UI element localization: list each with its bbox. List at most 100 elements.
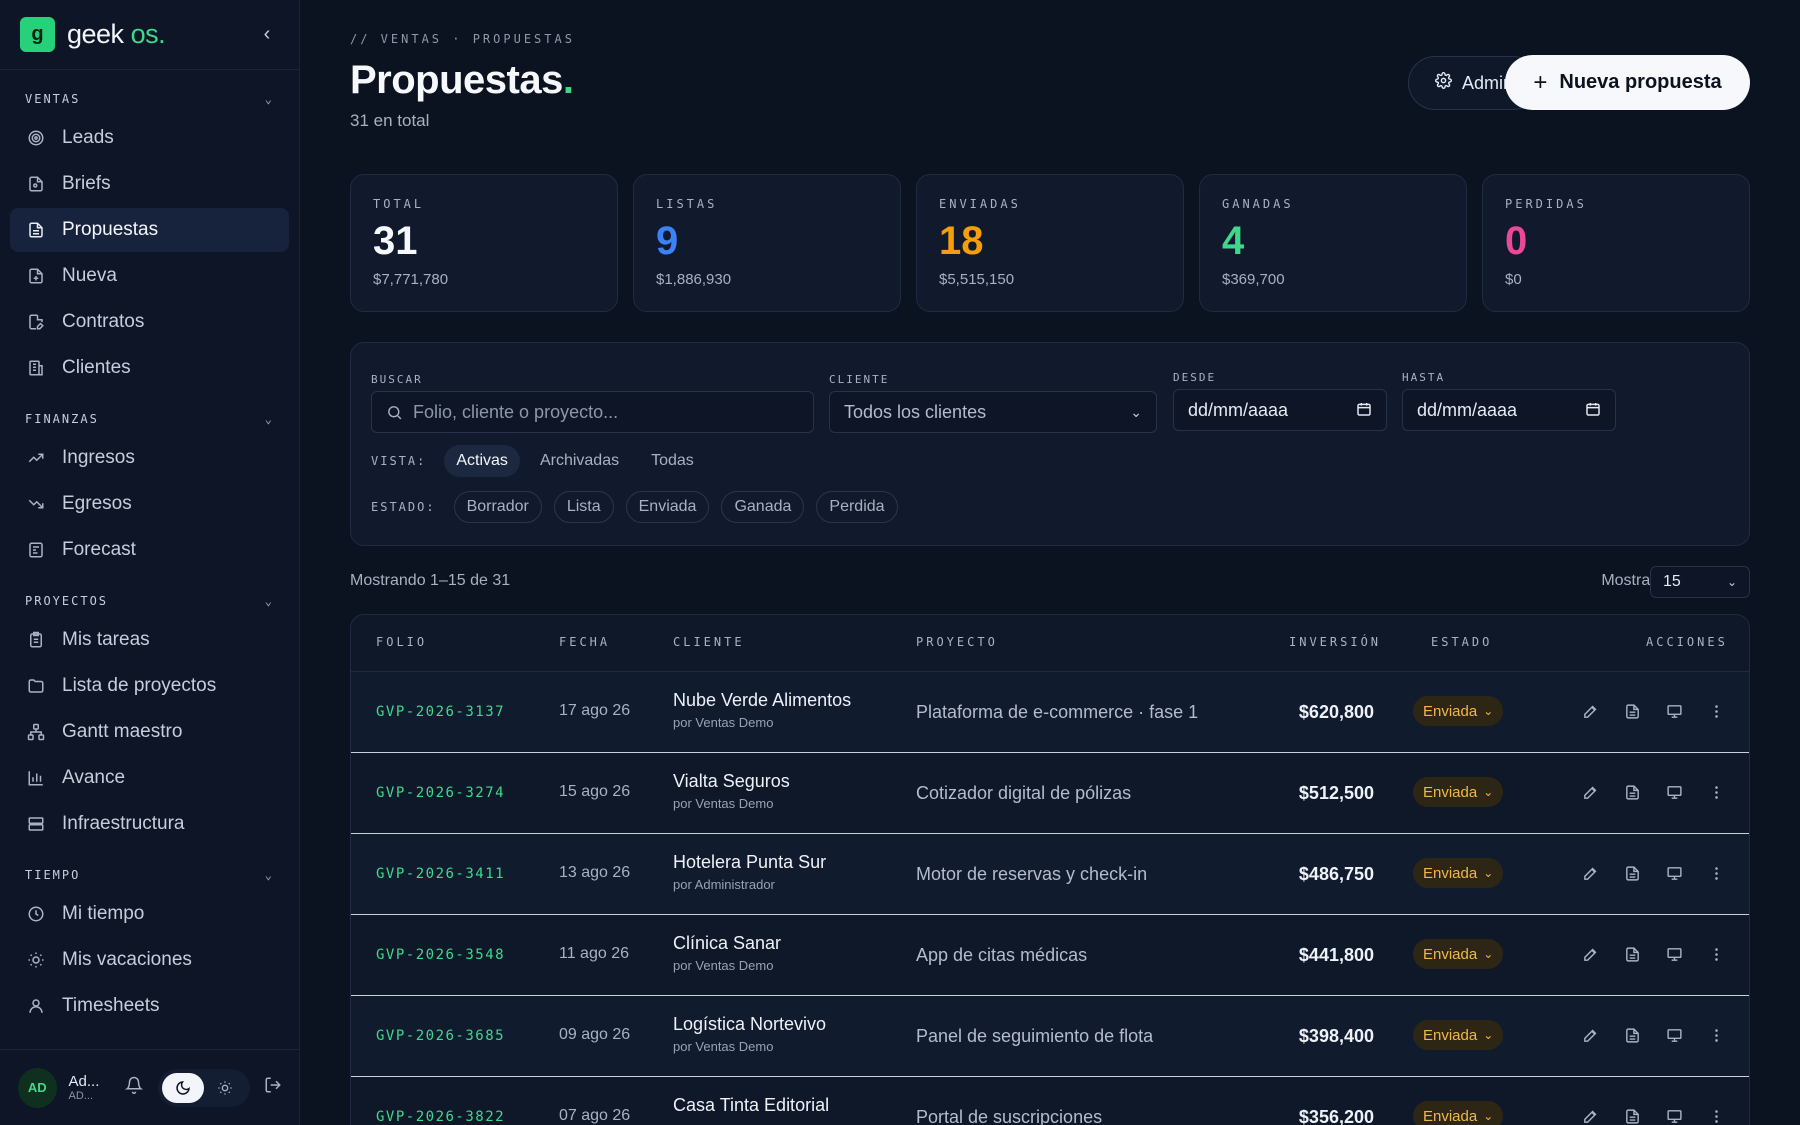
presentation-icon[interactable] bbox=[1663, 1105, 1685, 1125]
state-chip-borrador[interactable]: Borrador bbox=[453, 491, 542, 523]
state-chip-ganada[interactable]: Ganada bbox=[721, 491, 805, 523]
sidebar-item-mi-tiempo[interactable]: Mi tiempo bbox=[10, 892, 289, 936]
table-row[interactable]: GVP-2026-3548 11 ago 26 Clínica Sanar por V… bbox=[351, 915, 1749, 996]
stat-card-ganadas[interactable]: GANADAS 4 $369,700 bbox=[1199, 174, 1467, 312]
logout-icon[interactable] bbox=[264, 1076, 282, 1099]
document-icon[interactable] bbox=[1621, 1024, 1643, 1046]
perpage-select[interactable]: 15 ⌄ bbox=[1650, 566, 1750, 598]
calendar-icon[interactable] bbox=[1585, 401, 1601, 420]
row-folio[interactable]: GVP-2026-3411 bbox=[376, 866, 506, 882]
row-folio[interactable]: GVP-2026-3274 bbox=[376, 785, 506, 801]
sun-icon[interactable] bbox=[204, 1073, 246, 1103]
sidebar-item-egresos[interactable]: Egresos bbox=[10, 482, 289, 526]
edit-icon[interactable] bbox=[1579, 862, 1601, 884]
more-vertical-icon[interactable] bbox=[1705, 700, 1727, 722]
sidebar-item-ingresos[interactable]: Ingresos bbox=[10, 436, 289, 480]
sidebar-item-gantt-maestro[interactable]: Gantt maestro bbox=[10, 710, 289, 754]
sidebar-item-lista-de-proyectos[interactable]: Lista de proyectos bbox=[10, 664, 289, 708]
stat-card-perdidas[interactable]: PERDIDAS 0 $0 bbox=[1482, 174, 1750, 312]
sidebar-item-clientes[interactable]: Clientes bbox=[10, 346, 289, 390]
th-cliente[interactable]: CLIENTE bbox=[673, 635, 745, 649]
status-badge[interactable]: Enviada ⌄ bbox=[1413, 696, 1504, 726]
state-chip-enviada[interactable]: Enviada bbox=[625, 491, 710, 523]
moon-icon[interactable] bbox=[162, 1072, 204, 1103]
stat-card-listas[interactable]: LISTAS 9 $1,886,930 bbox=[633, 174, 901, 312]
calendar-icon[interactable] bbox=[1356, 401, 1372, 420]
row-folio[interactable]: GVP-2026-3685 bbox=[376, 1028, 506, 1044]
table-row[interactable]: GVP-2026-3411 13 ago 26 Hotelera Punta Sur… bbox=[351, 834, 1749, 915]
sidebar-item-contratos[interactable]: Contratos bbox=[10, 300, 289, 344]
table-row[interactable]: GVP-2026-3822 07 ago 26 Casa Tinta Editori… bbox=[351, 1077, 1749, 1125]
th-inversion[interactable]: INVERSIÓN bbox=[1289, 635, 1382, 649]
sidebar-item-leads[interactable]: Leads bbox=[10, 116, 289, 160]
avatar[interactable]: AD bbox=[18, 1067, 57, 1108]
edit-icon[interactable] bbox=[1579, 1105, 1601, 1125]
table-body: GVP-2026-3137 17 ago 26 Nube Verde Aliment… bbox=[351, 672, 1749, 1125]
document-icon[interactable] bbox=[1621, 943, 1643, 965]
sidebar-item-avance[interactable]: Avance bbox=[10, 756, 289, 800]
edit-icon[interactable] bbox=[1579, 781, 1601, 803]
collapse-sidebar-icon[interactable]: ‹ bbox=[263, 23, 271, 45]
sidebar-item-timesheets[interactable]: Timesheets bbox=[10, 984, 289, 1028]
edit-icon[interactable] bbox=[1579, 1024, 1601, 1046]
search-input[interactable]: Folio, cliente o proyecto... bbox=[371, 391, 814, 433]
sidebar-item-propuestas[interactable]: Propuestas bbox=[10, 208, 289, 252]
state-chip-perdida[interactable]: Perdida bbox=[816, 491, 898, 523]
status-badge[interactable]: Enviada ⌄ bbox=[1413, 1020, 1504, 1050]
stat-amount: $369,700 bbox=[1222, 271, 1285, 288]
sidebar-item-briefs[interactable]: Briefs bbox=[10, 162, 289, 206]
document-icon[interactable] bbox=[1621, 781, 1643, 803]
th-fecha[interactable]: FECHA bbox=[559, 635, 611, 649]
view-tab-archivadas[interactable]: Archivadas bbox=[539, 452, 620, 469]
status-badge[interactable]: Enviada ⌄ bbox=[1413, 939, 1504, 969]
edit-icon[interactable] bbox=[1579, 943, 1601, 965]
section-proyectos[interactable]: PROYECTOS ⌄ bbox=[0, 586, 299, 616]
client-select[interactable]: Todos los clientes ⌄ bbox=[829, 391, 1157, 433]
stat-card-enviadas[interactable]: ENVIADAS 18 $5,515,150 bbox=[916, 174, 1184, 312]
presentation-icon[interactable] bbox=[1663, 862, 1685, 884]
presentation-icon[interactable] bbox=[1663, 1024, 1685, 1046]
sidebar-item-nueva[interactable]: Nueva bbox=[10, 254, 289, 298]
more-vertical-icon[interactable] bbox=[1705, 781, 1727, 803]
view-tab-activas[interactable]: Activas bbox=[444, 445, 520, 477]
sidebar-item-mis-tareas[interactable]: Mis tareas bbox=[10, 618, 289, 662]
new-proposal-button[interactable]: + Nueva propuesta bbox=[1505, 55, 1750, 110]
to-date-input[interactable]: dd/mm/aaaa bbox=[1402, 389, 1616, 431]
presentation-icon[interactable] bbox=[1663, 781, 1685, 803]
document-icon[interactable] bbox=[1621, 700, 1643, 722]
document-icon[interactable] bbox=[1621, 1105, 1643, 1125]
document-icon[interactable] bbox=[1621, 862, 1643, 884]
brand-logo[interactable]: g bbox=[20, 17, 55, 52]
table-row[interactable]: GVP-2026-3685 09 ago 26 Logística Norteviv… bbox=[351, 996, 1749, 1077]
sidebar-item-forecast[interactable]: Forecast bbox=[10, 528, 289, 572]
row-folio[interactable]: GVP-2026-3137 bbox=[376, 704, 506, 720]
sidebar-item-infraestructura[interactable]: Infraestructura bbox=[10, 802, 289, 846]
more-vertical-icon[interactable] bbox=[1705, 1024, 1727, 1046]
th-proyecto[interactable]: PROYECTO bbox=[916, 635, 998, 649]
th-estado[interactable]: ESTADO bbox=[1431, 635, 1493, 649]
section-tiempo[interactable]: TIEMPO ⌄ bbox=[0, 860, 299, 890]
view-tab-todas[interactable]: Todas bbox=[651, 452, 694, 469]
status-badge[interactable]: Enviada ⌄ bbox=[1413, 777, 1504, 807]
from-date-input[interactable]: dd/mm/aaaa bbox=[1173, 389, 1387, 431]
section-ventas[interactable]: VENTAS ⌄ bbox=[0, 84, 299, 114]
row-folio[interactable]: GVP-2026-3548 bbox=[376, 947, 506, 963]
status-badge[interactable]: Enviada ⌄ bbox=[1413, 858, 1504, 888]
presentation-icon[interactable] bbox=[1663, 700, 1685, 722]
row-folio[interactable]: GVP-2026-3822 bbox=[376, 1109, 506, 1125]
bell-icon[interactable] bbox=[124, 1076, 146, 1099]
sidebar-item-mis-vacaciones[interactable]: Mis vacaciones bbox=[10, 938, 289, 982]
perpage-value: 15 bbox=[1663, 573, 1681, 590]
more-vertical-icon[interactable] bbox=[1705, 943, 1727, 965]
state-chip-lista[interactable]: Lista bbox=[553, 491, 614, 523]
status-badge[interactable]: Enviada ⌄ bbox=[1413, 1101, 1504, 1125]
edit-icon[interactable] bbox=[1579, 700, 1601, 722]
presentation-icon[interactable] bbox=[1663, 943, 1685, 965]
table-row[interactable]: GVP-2026-3274 15 ago 26 Vialta Seguros por … bbox=[351, 753, 1749, 834]
th-folio[interactable]: FOLIO bbox=[376, 635, 428, 649]
table-row[interactable]: GVP-2026-3137 17 ago 26 Nube Verde Aliment… bbox=[351, 672, 1749, 753]
stat-card-total[interactable]: TOTAL 31 $7,771,780 bbox=[350, 174, 618, 312]
more-vertical-icon[interactable] bbox=[1705, 1105, 1727, 1125]
more-vertical-icon[interactable] bbox=[1705, 862, 1727, 884]
section-finanzas[interactable]: FINANZAS ⌄ bbox=[0, 404, 299, 434]
